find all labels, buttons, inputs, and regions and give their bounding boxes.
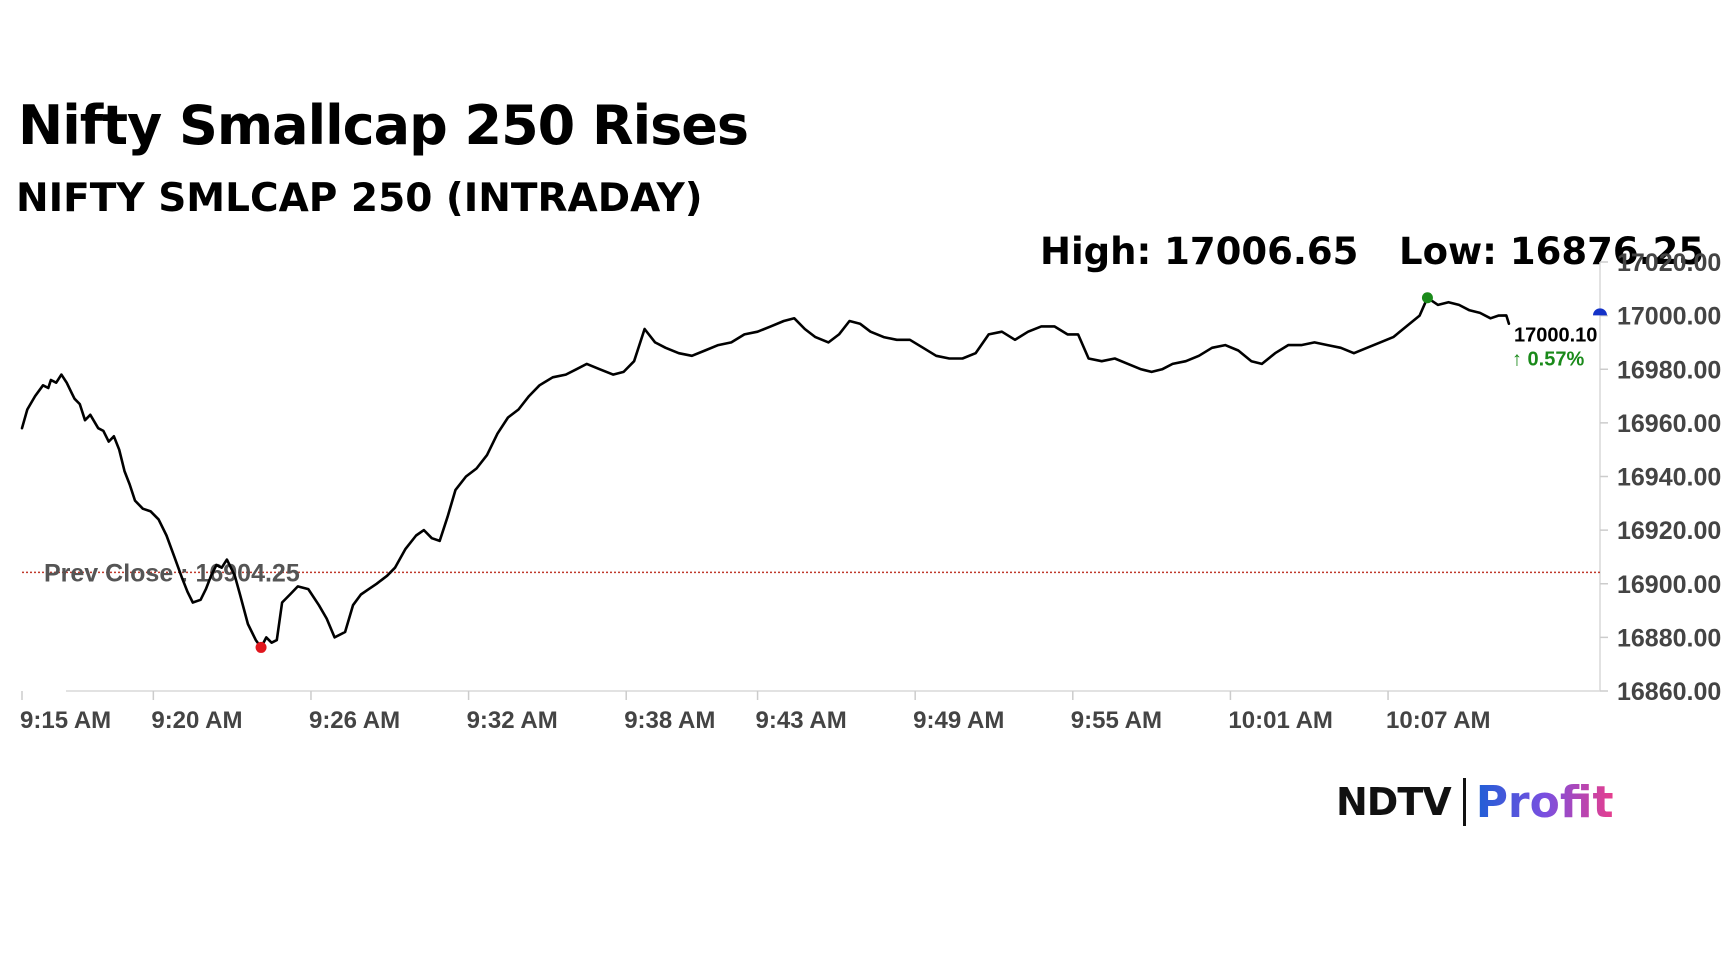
profit-wordmark: Profit [1475, 776, 1614, 828]
day-high-marker [1421, 292, 1433, 304]
y-tick-label: 17020.00 [1617, 249, 1721, 277]
y-tick-label: 16940.00 [1617, 464, 1721, 492]
prev-close-label: Prev Close : 16904.25 [44, 559, 300, 587]
y-tick-label: 16860.00 [1617, 678, 1721, 706]
y-tick-label: 16900.00 [1617, 571, 1721, 599]
y-tick-label: 16960.00 [1617, 410, 1721, 438]
y-tick-label: 16980.00 [1617, 356, 1721, 384]
change-percent-label: ↑ 0.57% [1512, 348, 1584, 370]
chart-subtitle: NIFTY SMLCAP 250 (INTRADAY) [16, 176, 703, 221]
ndtv-profit-logo: NDTV Profit [1336, 772, 1614, 832]
x-tick-label: 10:01 AM [1228, 707, 1332, 734]
logo-divider [1462, 778, 1466, 826]
x-tick-label: 10:07 AM [1386, 707, 1490, 734]
y-tick-label: 16920.00 [1617, 517, 1721, 545]
x-tick-label: 9:26 AM [309, 707, 400, 734]
y-tick-label: 17000.00 [1617, 303, 1721, 331]
x-tick-label: 9:15 AM [20, 707, 111, 734]
price-series-line [20, 296, 1511, 649]
day-low-marker [255, 641, 267, 653]
ndtv-wordmark: NDTV [1336, 780, 1452, 824]
x-axis-ticks: 9:15 AM 9:20 AM 9:26 AM 9:32 AM 9:38 AM 9:43 … [20, 691, 1491, 734]
y-axis-ticks: 17020.00 17000.00 16980.00 16960.00 16940.00… [1600, 249, 1721, 706]
last-price-marker [1593, 308, 1607, 316]
last-price-label: 17000.10 [1514, 324, 1597, 346]
x-tick-label: 9:43 AM [756, 707, 847, 734]
x-tick-label: 9:49 AM [913, 707, 1004, 734]
x-tick-label: 9:55 AM [1071, 707, 1162, 734]
x-tick-label: 9:20 AM [151, 707, 242, 734]
x-tick-label: 9:32 AM [467, 707, 558, 734]
day-low-label: Low: 16876.25 [1399, 230, 1705, 273]
day-high-label: High: 17006.65 [1040, 230, 1359, 273]
chart-title: Nifty Smallcap 250 Rises [18, 94, 749, 157]
y-tick-label: 16880.00 [1617, 624, 1721, 652]
x-tick-label: 9:38 AM [624, 707, 715, 734]
